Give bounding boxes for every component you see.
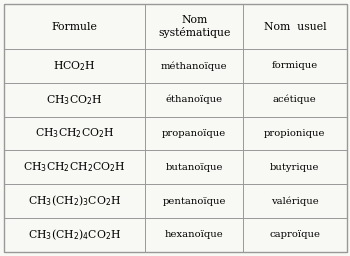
Text: valérique: valérique	[271, 196, 319, 206]
Bar	[243, 117, 346, 151]
Bar	[243, 83, 346, 117]
Bar	[145, 184, 243, 218]
Bar	[243, 184, 346, 218]
Text: formique: formique	[272, 61, 318, 70]
Text: Formule: Formule	[51, 22, 97, 32]
Text: Nom  usuel: Nom usuel	[264, 22, 326, 32]
Text: CH$_3$CH$_2$CH$_2$CO$_2$H: CH$_3$CH$_2$CH$_2$CO$_2$H	[23, 161, 126, 174]
Text: propanoïque: propanoïque	[162, 129, 226, 138]
Text: acétique: acétique	[273, 95, 317, 104]
Text: méthanoïque: méthanoïque	[161, 61, 228, 71]
Bar	[4, 218, 145, 252]
Text: HCO$_2$H: HCO$_2$H	[53, 59, 96, 73]
Text: caproïque: caproïque	[270, 230, 320, 239]
Bar	[145, 117, 243, 151]
Bar	[4, 83, 145, 117]
Bar	[145, 151, 243, 184]
Text: CH$_3$CO$_2$H: CH$_3$CO$_2$H	[46, 93, 103, 106]
Bar	[145, 218, 243, 252]
Text: hexanoïque: hexanoïque	[165, 230, 224, 239]
Bar	[243, 218, 346, 252]
Bar	[4, 184, 145, 218]
Bar	[145, 49, 243, 83]
Text: Nom
systématique: Nom systématique	[158, 15, 230, 38]
Text: éthanoïque: éthanoïque	[166, 95, 223, 104]
Text: CH$_3$(CH$_2$)$_4$CO$_2$H: CH$_3$(CH$_2$)$_4$CO$_2$H	[28, 228, 121, 242]
Bar	[4, 49, 145, 83]
Bar	[4, 117, 145, 151]
Bar	[145, 83, 243, 117]
Text: propionique: propionique	[264, 129, 326, 138]
Bar	[243, 49, 346, 83]
Bar	[4, 4, 145, 49]
Bar	[4, 151, 145, 184]
Text: butanoïque: butanoïque	[166, 163, 223, 172]
Text: CH$_3$(CH$_2$)$_3$CO$_2$H: CH$_3$(CH$_2$)$_3$CO$_2$H	[28, 194, 121, 208]
Bar	[243, 4, 346, 49]
Bar	[243, 151, 346, 184]
Text: pentanoïque: pentanoïque	[162, 197, 226, 206]
Text: CH$_3$CH$_2$CO$_2$H: CH$_3$CH$_2$CO$_2$H	[35, 127, 114, 140]
Text: butyrique: butyrique	[270, 163, 320, 172]
Bar	[145, 4, 243, 49]
